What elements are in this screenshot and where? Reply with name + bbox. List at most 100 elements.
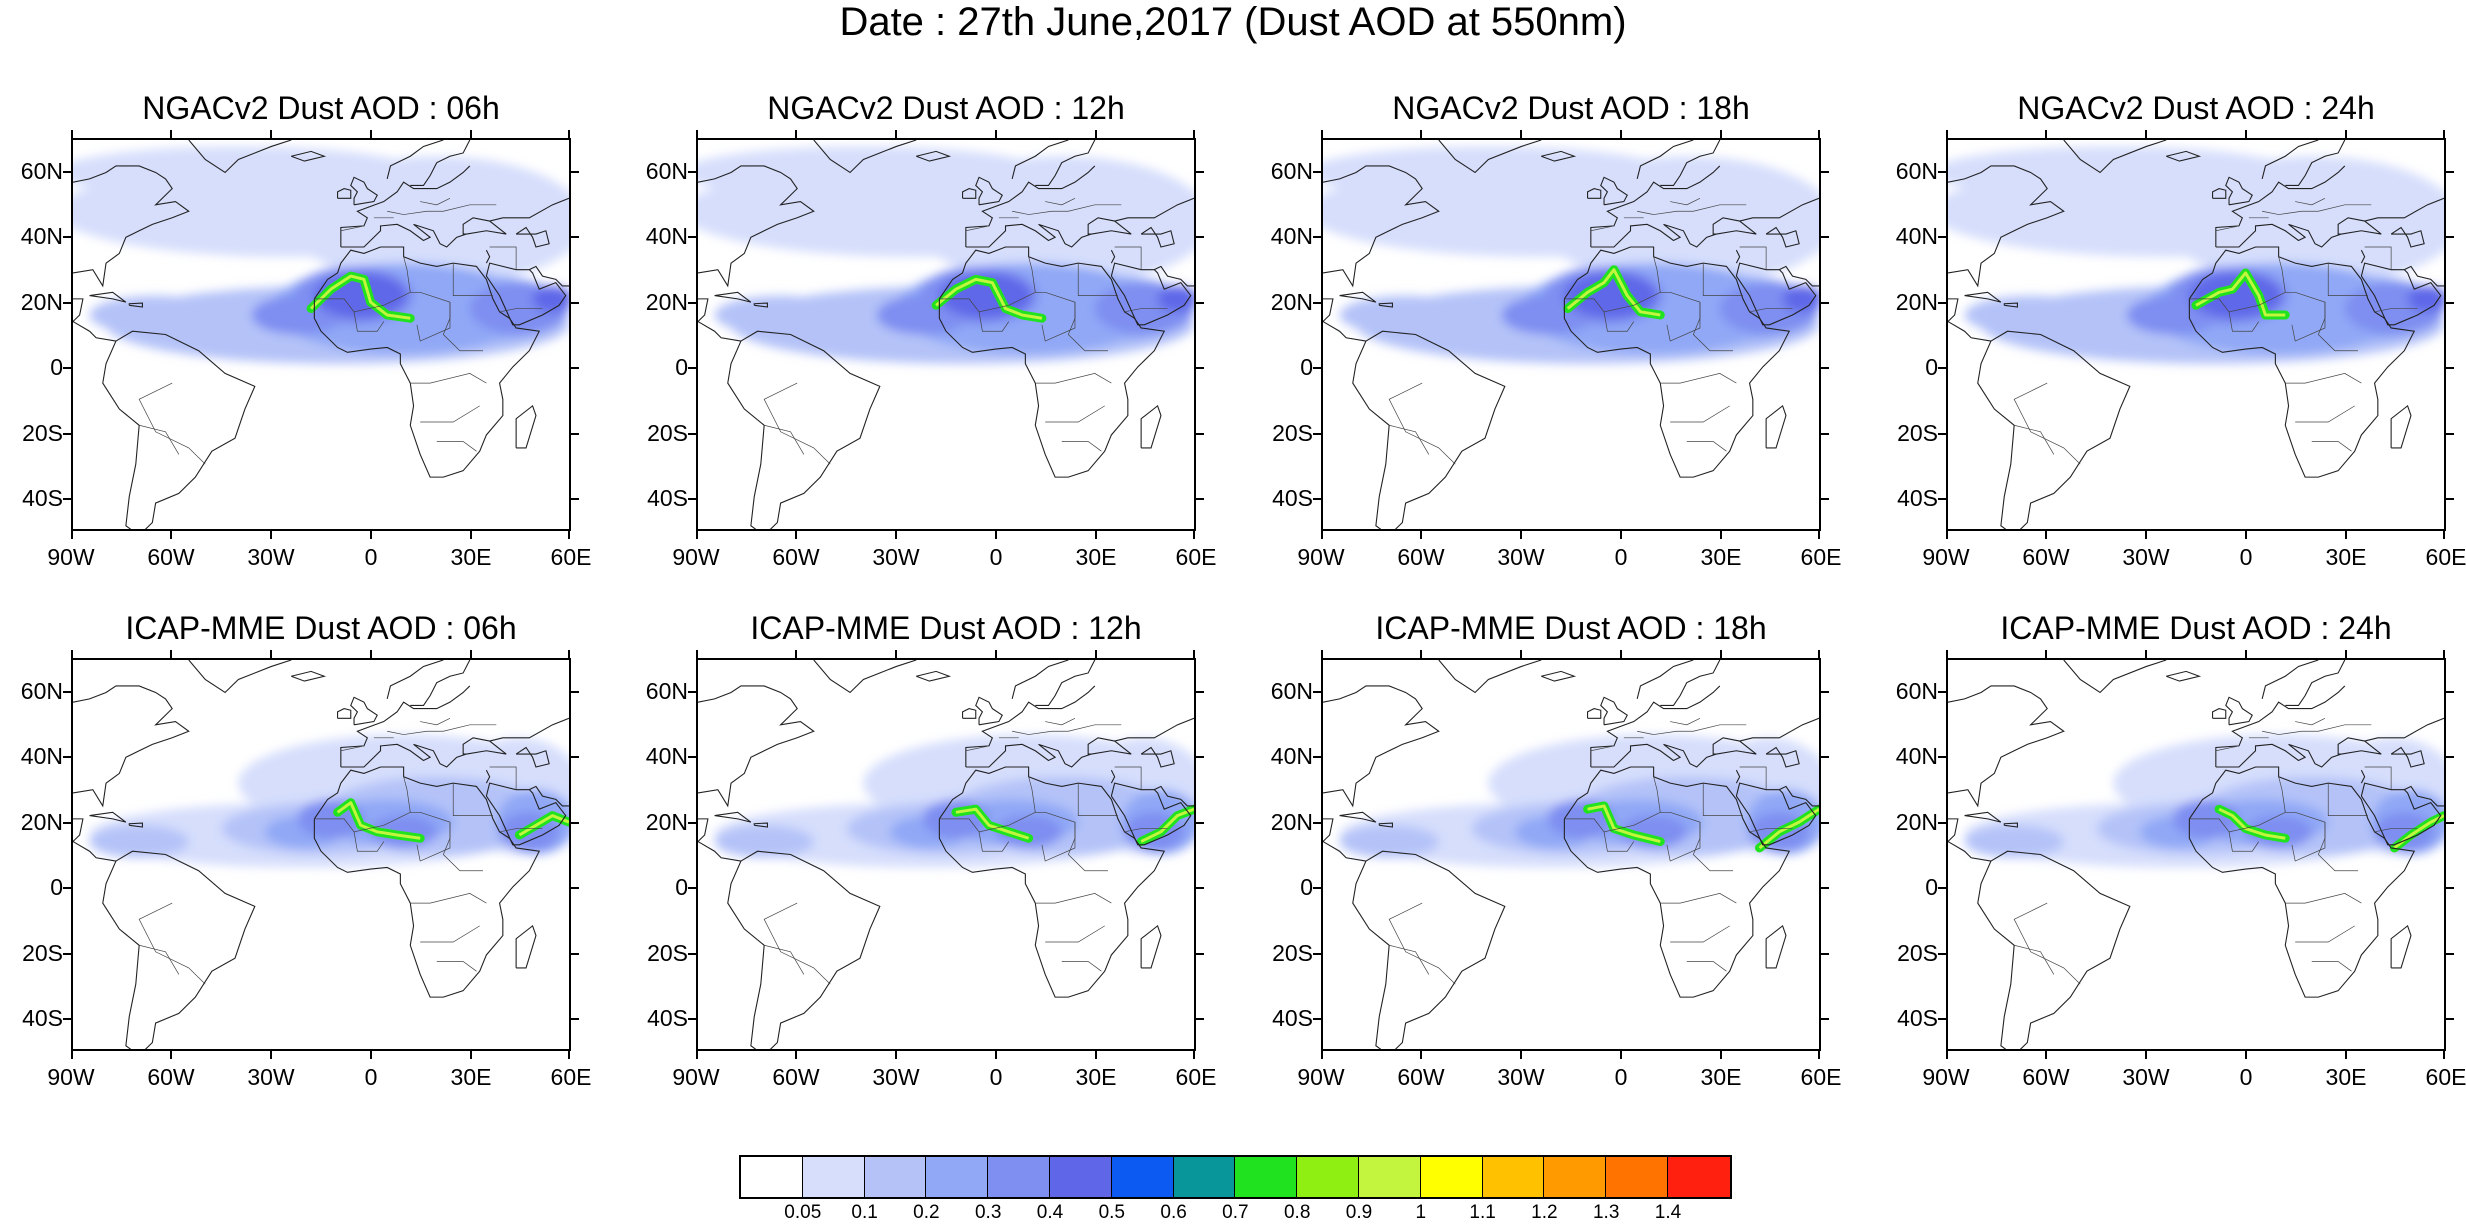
- coastline: [1590, 217, 1757, 248]
- coastline: [1011, 140, 1069, 180]
- longitude-label: 90W: [47, 544, 95, 570]
- coastline: [2390, 226, 2425, 248]
- latitude-tick: [571, 170, 579, 173]
- colorbar-label: 0.4: [1036, 1202, 1064, 1223]
- latitude-tick: [1313, 952, 1321, 955]
- coastline: [73, 321, 117, 342]
- coastline: [2285, 660, 2346, 706]
- longitude-tick: [696, 1051, 698, 1059]
- coastline: [813, 660, 917, 694]
- latitude-label: 0: [675, 354, 688, 381]
- coastline: [1765, 746, 1800, 768]
- longitude-tick: [1193, 531, 1195, 539]
- latitude-label: 20N: [645, 808, 688, 835]
- coastline: [1110, 262, 1192, 326]
- coastline: [2404, 265, 2444, 287]
- longitude-label: 90W: [1297, 544, 1345, 570]
- latitude-tick: [688, 367, 696, 370]
- dust-contour: [1339, 825, 1439, 858]
- latitude-tick: [571, 1018, 579, 1021]
- longitude-tick: [1420, 1051, 1422, 1059]
- longitude-tick: [795, 531, 797, 539]
- coastline: [2003, 822, 2018, 828]
- country-border: [499, 308, 543, 313]
- latitude-tick: [1313, 301, 1321, 304]
- dust-field: [1948, 146, 2444, 364]
- country-border: [420, 197, 451, 206]
- latitude-label: 60N: [1895, 677, 1938, 704]
- latitude-tick: [1821, 367, 1829, 370]
- colorbar-label: 1.4: [1654, 1202, 1682, 1223]
- latitude-tick: [1938, 690, 1946, 693]
- latitude-tick: [1938, 236, 1946, 239]
- latitude-tick: [688, 498, 696, 501]
- map-frame: [696, 138, 1196, 531]
- latitude-label: 20S: [647, 419, 688, 446]
- latitude-label: 40N: [20, 743, 63, 770]
- coastline: [2215, 737, 2382, 768]
- coastline: [291, 670, 327, 682]
- coastline: [2390, 924, 2412, 969]
- longitude-tick: [1321, 531, 1323, 539]
- country-border: [1749, 308, 1793, 313]
- map-frame: [1946, 658, 2446, 1051]
- figure-title: Date : 27th June,2017 (Dust AOD at 550nm…: [839, 0, 1627, 44]
- latitude-tick: [1196, 756, 1204, 759]
- country-border: [138, 902, 206, 985]
- longitude-label: 0: [1614, 544, 1628, 570]
- longitude-tick: [1818, 1051, 1820, 1059]
- coastline: [2360, 249, 2366, 264]
- longitude-tick: [1095, 531, 1097, 539]
- country-border: [1077, 263, 1118, 296]
- longitude-tick: [2345, 650, 2347, 658]
- country-border: [1388, 902, 1456, 985]
- country-border: [1603, 311, 1635, 332]
- coastline: [1739, 197, 1819, 222]
- latitude-tick: [688, 236, 696, 239]
- latitude-tick: [2446, 821, 2454, 824]
- longitude-tick: [1818, 650, 1820, 658]
- coastline: [515, 226, 550, 248]
- longitude-label: 30E: [1075, 1064, 1117, 1090]
- coastline: [2261, 660, 2319, 700]
- longitude-label: 60W: [1397, 544, 1445, 570]
- latitude-label: 20N: [1270, 808, 1313, 835]
- dust-hotspot-core: [310, 274, 411, 320]
- country-border: [2295, 717, 2326, 726]
- panel-title: NGACv2 Dust AOD : 24h: [2017, 90, 2375, 126]
- latitude-tick: [1313, 236, 1321, 239]
- coastline: [188, 140, 292, 174]
- dust-hotspot-core: [518, 814, 569, 837]
- latitude-label: 40S: [647, 485, 688, 512]
- coastline: [753, 302, 768, 308]
- longitude-label: 60W: [1397, 1064, 1445, 1090]
- coastline: [73, 165, 190, 288]
- latitude-tick: [571, 821, 579, 824]
- coastline: [1590, 737, 1757, 768]
- country-border: [2228, 311, 2260, 332]
- country-border: [1061, 961, 1102, 972]
- map-frame: [71, 658, 571, 1051]
- longitude-label: 0: [989, 544, 1003, 570]
- country-border: [1653, 776, 1661, 813]
- latitude-label: 20S: [1272, 419, 1313, 446]
- longitude-tick: [2045, 531, 2047, 539]
- latitude-label: 40S: [22, 1005, 63, 1032]
- country-border: [1045, 717, 1076, 726]
- latitude-tick: [688, 1018, 696, 1021]
- country-border: [2317, 822, 2358, 872]
- colorbar-swatch: [1173, 1157, 1236, 1197]
- longitude-tick: [1946, 1051, 1948, 1059]
- coastline: [102, 850, 256, 1049]
- longitude-tick: [1818, 130, 1820, 138]
- coastline: [1323, 841, 1367, 862]
- longitude-tick: [2245, 531, 2247, 539]
- latitude-tick: [1938, 887, 1946, 890]
- coastline: [1323, 685, 1440, 808]
- longitude-label: 90W: [1297, 1064, 1345, 1090]
- latitude-tick: [2446, 952, 2454, 955]
- latitude-tick: [63, 170, 71, 173]
- coastline: [515, 404, 537, 449]
- coastline: [340, 737, 507, 768]
- country-border: [353, 311, 385, 332]
